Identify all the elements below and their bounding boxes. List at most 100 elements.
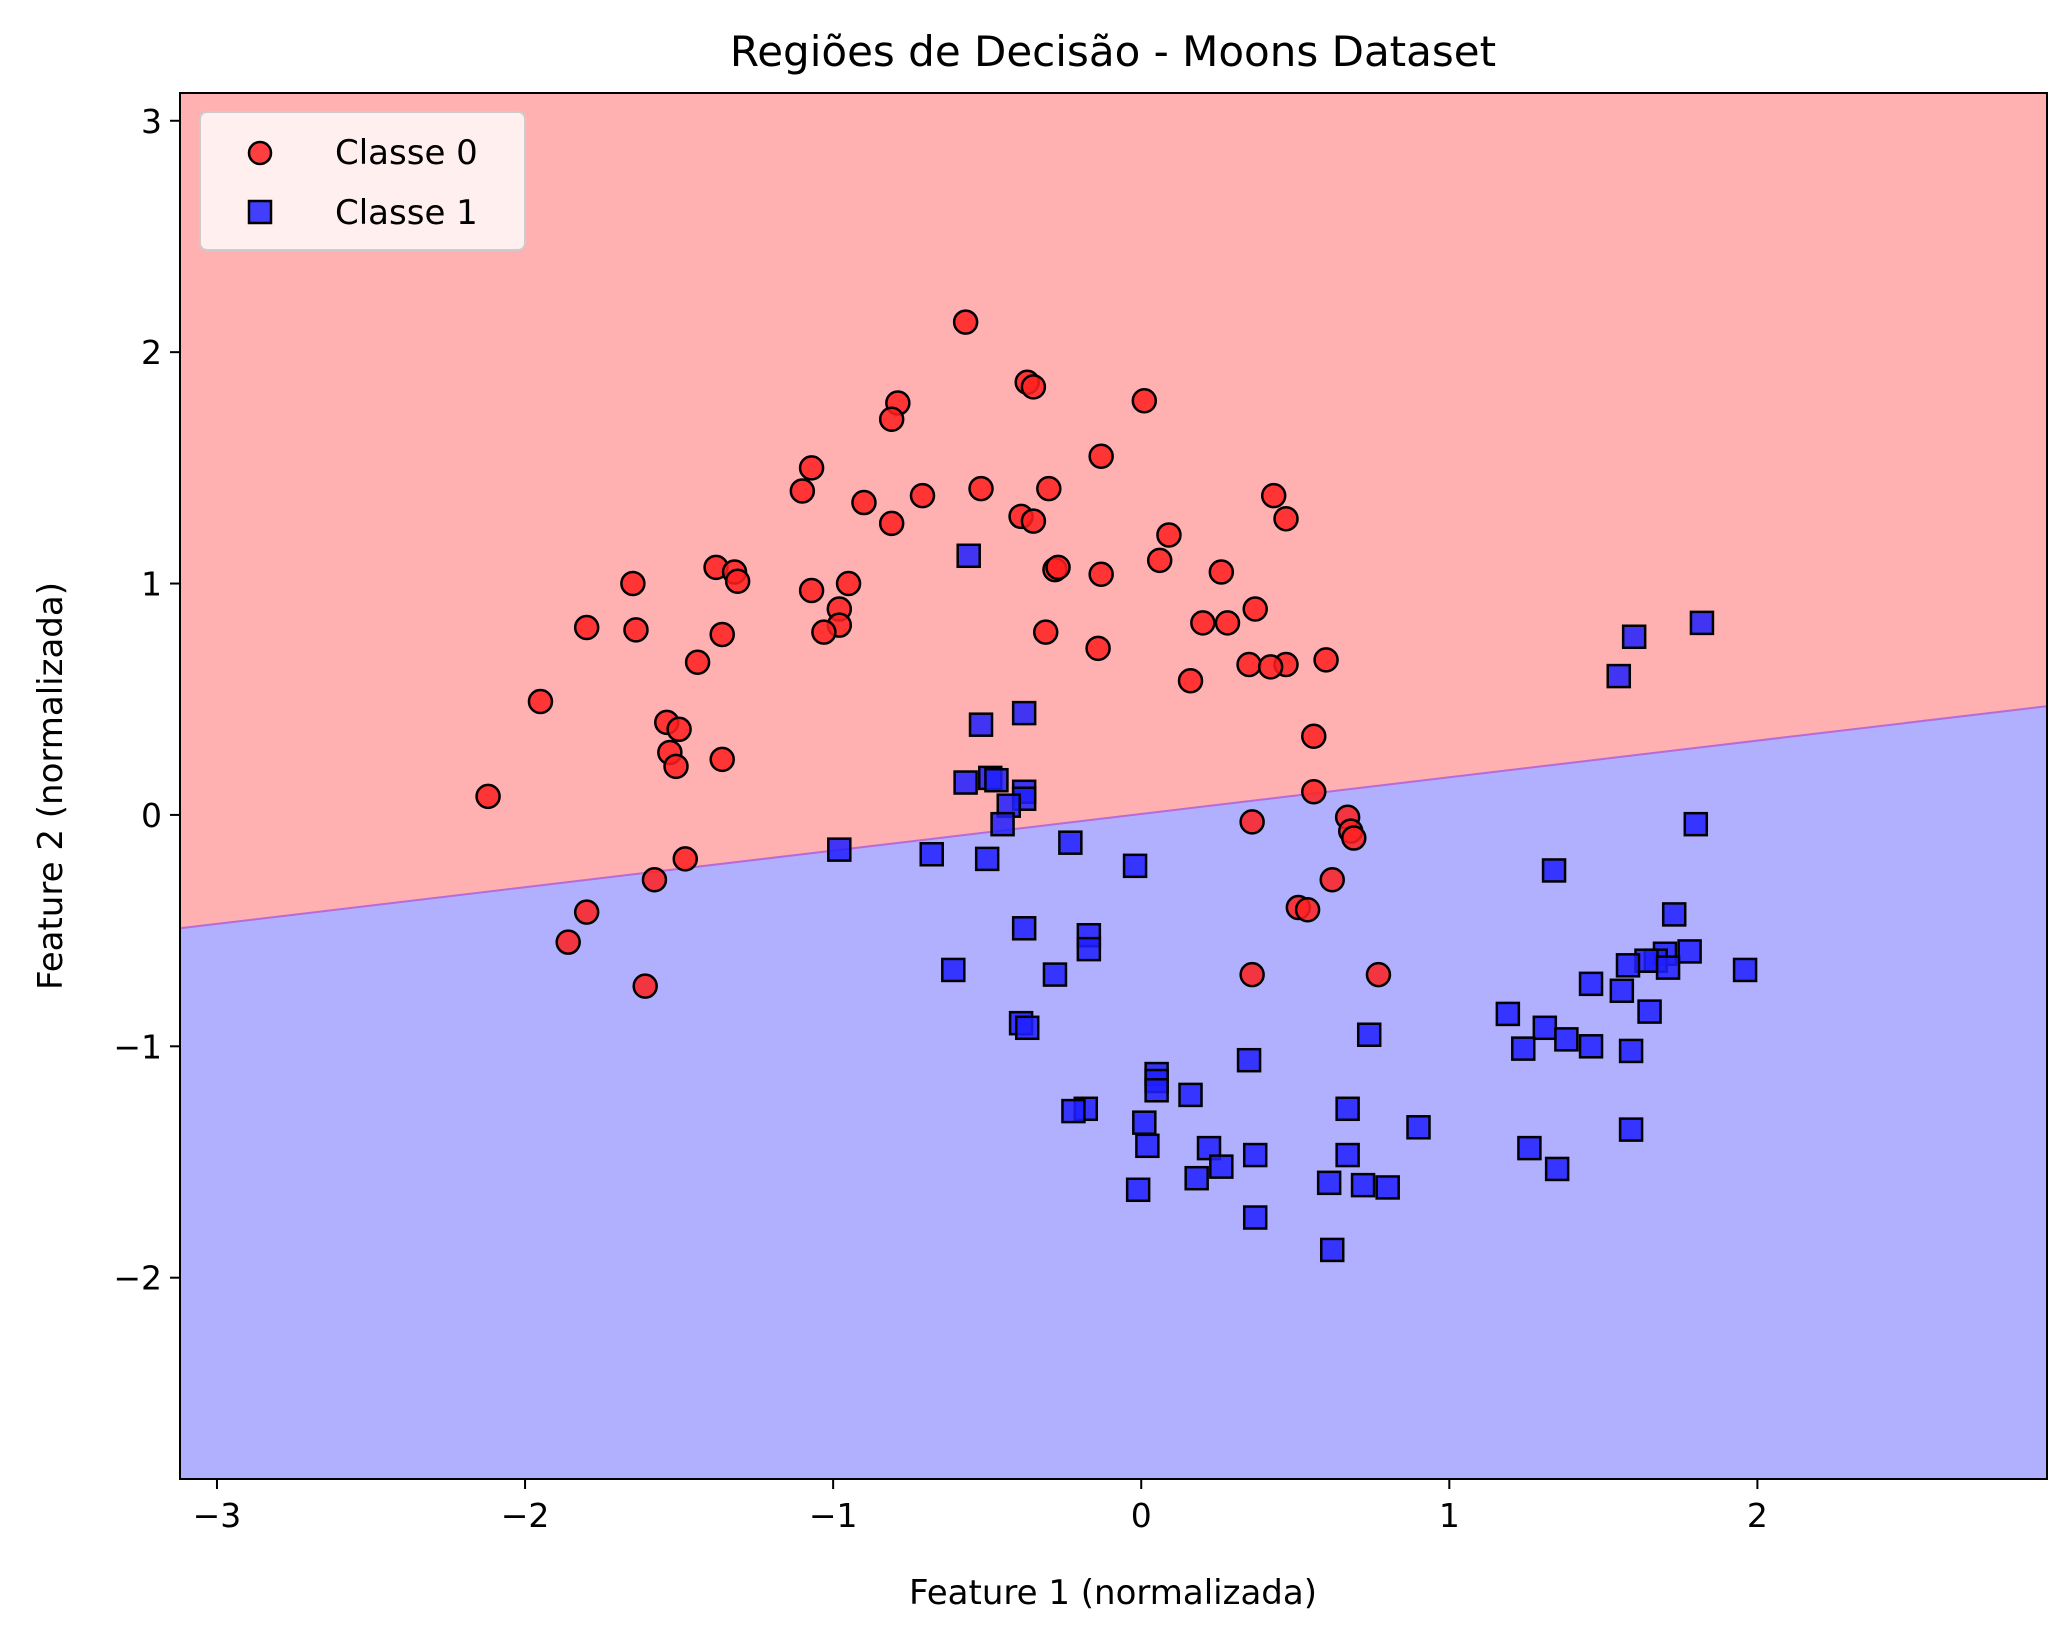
data-point-classe-1 xyxy=(1532,1015,1558,1041)
x-tick-label: 2 xyxy=(1747,1496,1768,1535)
data-point-classe-0 xyxy=(1260,482,1287,509)
data-point-classe-0 xyxy=(1190,610,1216,636)
data-point-classe-0 xyxy=(878,510,905,537)
data-point-classe-1 xyxy=(1732,957,1758,983)
decision-regions xyxy=(180,93,2047,1479)
decision-boundary-line xyxy=(180,705,2047,930)
x-tick-label: −1 xyxy=(809,1496,858,1535)
data-point-classe-0 xyxy=(1045,554,1071,581)
data-point-classe-1 xyxy=(1076,936,1102,962)
data-point-classe-1 xyxy=(1014,1015,1040,1041)
data-point-classe-0 xyxy=(909,482,936,509)
data-point-classe-0 xyxy=(878,406,905,433)
data-point-classe-1 xyxy=(1242,1142,1268,1168)
data-point-classe-1 xyxy=(1335,1142,1360,1168)
data-point-classe-1 xyxy=(1125,1177,1151,1203)
data-point-classe-0 xyxy=(1365,961,1392,988)
data-point-classe-1 xyxy=(1011,700,1037,726)
data-point-classe-0 xyxy=(1088,561,1114,588)
legend-circle-marker xyxy=(247,140,273,166)
data-point-classe-1 xyxy=(1335,1096,1360,1122)
data-point-classe-1 xyxy=(1061,1098,1086,1124)
data-point-classe-1 xyxy=(1236,1047,1262,1073)
data-point-classe-0 xyxy=(1257,654,1284,680)
data-point-classe-1 xyxy=(1661,902,1687,927)
data-point-classe-1 xyxy=(1495,1001,1521,1027)
legend: Classe 0 Classe 1 xyxy=(199,111,526,251)
data-point-classe-0 xyxy=(811,619,837,645)
data-point-classe-1 xyxy=(1196,1135,1222,1161)
data-point-classe-0 xyxy=(798,577,825,604)
data-point-classe-0 xyxy=(1294,897,1321,923)
data-point-classe-0 xyxy=(641,866,668,893)
data-point-classe-0 xyxy=(527,688,554,715)
x-axis-label: Feature 1 (normalizada) xyxy=(909,1573,1317,1613)
data-point-classe-0 xyxy=(1177,667,1204,694)
x-tick-label: 0 xyxy=(1131,1496,1152,1535)
data-point-classe-1 xyxy=(1135,1133,1160,1159)
legend-label-classe-0: Classe 0 xyxy=(335,133,478,173)
data-point-classe-0 xyxy=(1273,505,1299,532)
series-classe-0 xyxy=(475,309,1392,999)
data-point-classe-1 xyxy=(1655,955,1681,980)
data-point-classe-1 xyxy=(1132,1110,1157,1135)
data-points xyxy=(475,309,1758,1263)
legend-label-classe-1: Classe 1 xyxy=(335,193,478,233)
data-point-classe-0 xyxy=(1208,559,1235,585)
data-point-classe-1 xyxy=(990,811,1015,837)
x-tick-label: −2 xyxy=(501,1496,550,1535)
data-point-classe-0 xyxy=(1301,723,1327,750)
data-point-classe-1 xyxy=(1356,1022,1382,1047)
data-point-classe-0 xyxy=(789,478,816,504)
data-point-classe-0 xyxy=(798,455,825,481)
data-point-classe-0 xyxy=(709,746,735,773)
region-classe-0 xyxy=(180,93,2047,929)
data-point-classe-1 xyxy=(1618,1117,1644,1142)
data-point-classe-0 xyxy=(475,783,501,810)
data-point-classe-0 xyxy=(1214,610,1241,636)
data-point-classe-0 xyxy=(709,621,735,648)
y-tick-label: 0 xyxy=(141,796,162,835)
data-point-classe-0 xyxy=(1156,522,1182,548)
data-point-classe-1 xyxy=(1618,1038,1644,1064)
y-axis-label: Feature 2 (normalizada) xyxy=(31,582,71,990)
plot-frame xyxy=(179,92,2048,1480)
data-point-classe-0 xyxy=(1036,475,1062,502)
legend-box xyxy=(199,111,526,251)
data-point-classe-0 xyxy=(623,617,649,643)
y-tick-label: −1 xyxy=(113,1027,162,1066)
data-point-classe-0 xyxy=(1341,825,1367,851)
data-point-classe-0 xyxy=(632,973,658,999)
data-point-classe-0 xyxy=(1020,508,1047,534)
data-point-classe-1 xyxy=(1042,962,1068,987)
data-point-classe-1 xyxy=(1011,916,1037,941)
data-point-classe-0 xyxy=(968,475,994,502)
data-point-classe-1 xyxy=(1544,1156,1570,1182)
data-point-classe-1 xyxy=(1541,858,1567,883)
data-point-classe-1 xyxy=(1578,1034,1604,1059)
data-point-classe-0 xyxy=(1313,647,1339,673)
data-point-classe-0 xyxy=(573,899,600,925)
data-point-classe-1 xyxy=(956,543,981,569)
data-point-classe-1 xyxy=(1606,663,1632,689)
data-point-classe-1 xyxy=(1683,811,1709,837)
y-tick-label: 3 xyxy=(141,102,162,141)
y-tick-label: −2 xyxy=(113,1259,162,1298)
data-point-classe-0 xyxy=(1242,596,1268,622)
data-point-classe-1 xyxy=(1554,1027,1579,1052)
x-tick-label: −3 xyxy=(193,1496,242,1535)
data-point-classe-1 xyxy=(968,712,994,737)
data-point-classe-1 xyxy=(1316,1170,1342,1196)
data-point-classe-0 xyxy=(1131,387,1158,414)
data-point-classe-0 xyxy=(555,929,581,955)
y-axis-ticks: −2 −1 0 1 2 3 xyxy=(113,102,180,1298)
data-point-classe-1 xyxy=(953,770,978,795)
data-point-classe-0 xyxy=(620,570,646,597)
data-point-classe-1 xyxy=(1375,1175,1400,1200)
data-point-classe-1 xyxy=(1178,1082,1203,1108)
data-point-classe-0 xyxy=(684,649,711,675)
region-classe-1 xyxy=(180,706,2047,1479)
data-point-classe-1 xyxy=(1184,1165,1209,1191)
data-point-classe-0 xyxy=(1319,866,1345,893)
